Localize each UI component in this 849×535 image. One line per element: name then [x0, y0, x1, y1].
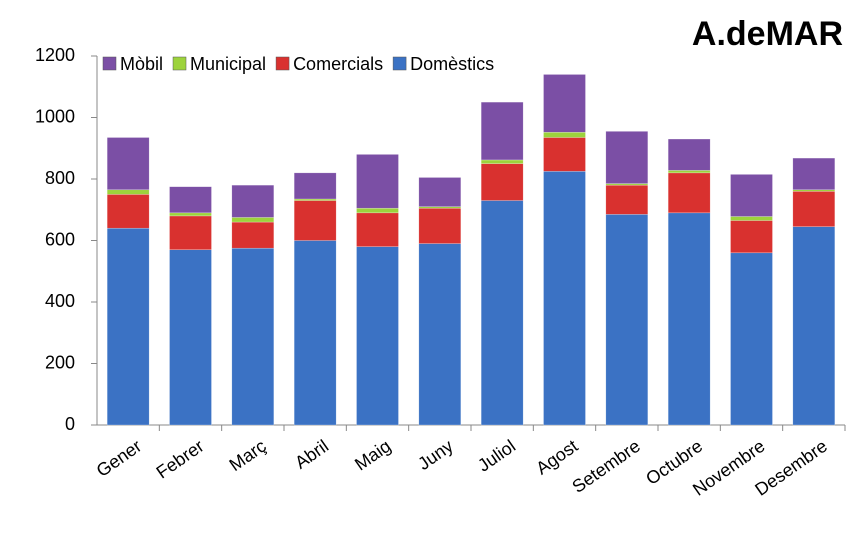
bar-segment: [293, 172, 337, 200]
bar-segment: [231, 184, 275, 218]
bar-segment: [605, 131, 649, 184]
y-tick-label: 600: [45, 229, 75, 249]
bar-segment: [231, 247, 275, 426]
bar-segment: [169, 215, 212, 250]
bar-segment: [106, 189, 150, 195]
bar-segment: [106, 137, 150, 191]
bar-segment: [667, 212, 711, 426]
x-tick-label: Maig: [351, 436, 394, 475]
bar-segment: [792, 191, 836, 227]
legend-swatch: [172, 56, 187, 71]
x-tick-label: Agost: [532, 436, 581, 479]
x-tick-label: Gener: [93, 436, 145, 481]
x-tick-label: Febrer: [153, 436, 208, 483]
legend-swatch: [102, 56, 117, 71]
bar-segment: [106, 194, 150, 229]
bar-segment: [356, 212, 399, 247]
bar-segment: [356, 154, 399, 209]
bar-segment: [356, 207, 399, 214]
y-tick-label: 800: [45, 168, 75, 188]
legend-swatch: [392, 56, 407, 71]
legend-label: Mòbil: [120, 54, 163, 74]
bar-segment: [730, 216, 773, 221]
bar-segment: [293, 200, 337, 241]
y-tick-label: 400: [45, 291, 75, 311]
bar-segment: [169, 186, 212, 214]
y-tick-label: 1200: [35, 45, 75, 65]
legend-label: Comercials: [293, 54, 383, 74]
x-tick-label: Juny: [414, 436, 457, 474]
bar-segment: [605, 184, 649, 215]
bar-segment: [543, 74, 586, 133]
x-tick-label: Juliol: [474, 436, 519, 476]
bar-segment: [792, 226, 836, 426]
bar-segment: [418, 243, 462, 426]
bar-segment: [543, 171, 586, 426]
bar-segment: [543, 132, 586, 138]
y-tick-label: 0: [65, 414, 75, 434]
bar-segment: [231, 217, 275, 223]
bar-segment: [418, 207, 462, 244]
bar-segment: [106, 227, 150, 426]
y-tick-label: 1000: [35, 106, 75, 126]
x-tick-label: Abril: [291, 436, 332, 473]
bar-segment: [418, 177, 462, 207]
bar-segment: [543, 137, 586, 172]
bar-segment: [480, 159, 524, 164]
bar-segment: [169, 249, 212, 426]
bar-segment: [730, 174, 773, 217]
bar-segment: [356, 246, 399, 426]
legend-swatch: [275, 56, 290, 71]
bar-segment: [480, 163, 524, 201]
bar-segment: [605, 214, 649, 426]
bar-segment: [293, 240, 337, 426]
chart-title: A.deMAR: [692, 15, 843, 53]
x-tick-label: Setembre: [568, 436, 643, 497]
bar-segment: [667, 172, 711, 214]
bar-segment: [667, 170, 711, 174]
bar-segment: [480, 101, 524, 161]
legend-label: Domèstics: [410, 54, 494, 74]
y-tick-label: 200: [45, 352, 75, 372]
x-tick-label: Març: [226, 436, 270, 475]
legend-label: Municipal: [190, 54, 266, 74]
bar-segment: [667, 138, 711, 171]
bar-segment: [792, 157, 836, 191]
bar-segment: [169, 212, 212, 217]
bar-segment: [730, 220, 773, 254]
bar-segment: [480, 200, 524, 426]
bar-segment: [730, 252, 773, 426]
bar-segment: [231, 221, 275, 249]
